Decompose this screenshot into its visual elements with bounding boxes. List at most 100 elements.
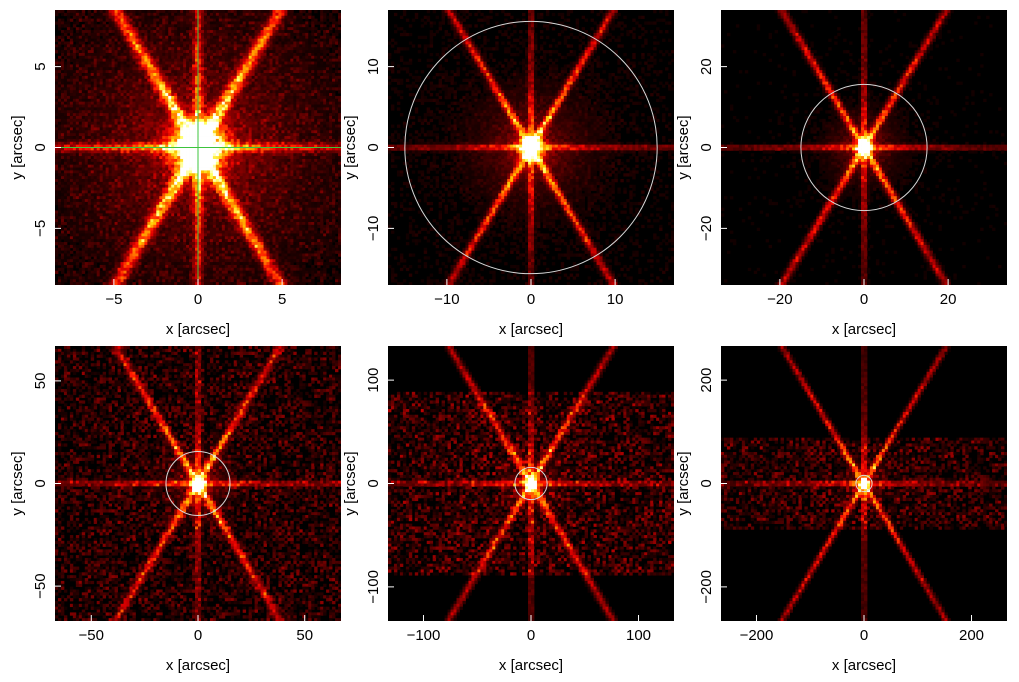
heatmap-cell: [189, 35, 193, 40]
heatmap-cell: [75, 113, 80, 117]
heatmap-cell: [218, 15, 223, 19]
heatmap-cell: [150, 95, 154, 100]
heatmap-cell: [272, 41, 276, 45]
heatmap-cell: [69, 153, 74, 157]
heatmap-cell: [165, 32, 169, 37]
heatmap-cell: [305, 64, 309, 68]
heatmap-cell: [266, 118, 270, 123]
heatmap-cell: [278, 95, 282, 100]
heatmap-cell: [183, 124, 187, 128]
heatmap-cell: [144, 18, 148, 22]
heatmap-cell: [242, 136, 247, 140]
heatmap-cell: [203, 93, 208, 97]
heatmap-cell: [275, 150, 279, 154]
heatmap-cell: [299, 136, 303, 140]
heatmap-cell: [132, 93, 136, 97]
heatmap-cell: [218, 67, 223, 71]
heatmap-cell: [338, 156, 341, 160]
heatmap-cell: [200, 101, 205, 105]
heatmap-cell: [260, 10, 264, 14]
heatmap-cell: [189, 110, 193, 114]
heatmap-cell: [180, 150, 184, 154]
heatmap-cell: [206, 38, 211, 42]
heatmap-cell: [293, 156, 297, 160]
heatmap-cell: [102, 38, 107, 42]
heatmap-cell: [257, 52, 261, 57]
heatmap-cell: [326, 30, 330, 34]
heatmap-cell: [284, 32, 288, 37]
heatmap-cell: [99, 52, 104, 57]
heatmap-cell: [177, 118, 181, 123]
heatmap-cell: [281, 158, 285, 163]
heatmap-cell: [156, 98, 160, 103]
heatmap-cell: [57, 147, 62, 151]
heatmap-cell: [117, 38, 121, 42]
heatmap-cell: [60, 144, 65, 148]
heatmap-cell: [299, 84, 303, 88]
heatmap-cell: [257, 141, 261, 146]
heatmap-cell: [162, 30, 166, 34]
heatmap-cell: [126, 147, 130, 151]
heatmap-cell: [335, 141, 339, 146]
heatmap-cell: [332, 136, 336, 140]
heatmap-cell: [239, 113, 244, 117]
heatmap-cell: [195, 78, 199, 83]
heatmap-cell: [150, 156, 154, 160]
heatmap-cell: [144, 27, 148, 31]
heatmap-cell: [156, 144, 160, 148]
heatmap-cell: [78, 118, 83, 123]
heatmap-cell: [132, 90, 136, 94]
heatmap-cell: [326, 153, 330, 157]
heatmap-cell: [84, 113, 89, 117]
heatmap-cell: [99, 44, 104, 48]
heatmap-cell: [293, 136, 297, 140]
heatmap-cell: [192, 84, 196, 88]
heatmap-cell: [284, 121, 288, 125]
heatmap-cell: [326, 50, 330, 54]
heatmap-cell: [257, 118, 261, 123]
heatmap-cell: [224, 44, 229, 48]
heatmap-cell: [93, 153, 98, 157]
heatmap-cell: [293, 21, 297, 25]
heatmap-cell: [60, 67, 65, 71]
heatmap-cell: [117, 136, 121, 140]
heatmap-cell: [96, 64, 101, 68]
heatmap-cell: [102, 141, 107, 146]
heatmap-cell: [314, 147, 318, 151]
heatmap-cell: [215, 153, 220, 157]
heatmap-cell: [75, 136, 80, 140]
heatmap-cell: [78, 38, 83, 42]
heatmap-cell: [111, 64, 115, 68]
heatmap-cell: [165, 84, 169, 88]
heatmap-cell: [102, 124, 107, 128]
heatmap-cell: [153, 10, 157, 14]
heatmap-cell: [180, 24, 184, 28]
heatmap-cell: [320, 101, 324, 105]
heatmap-cell: [84, 156, 89, 160]
heatmap-cell: [275, 58, 279, 62]
heatmap-cell: [126, 121, 130, 125]
heatmap-cell: [284, 38, 288, 42]
heatmap-cell: [272, 158, 276, 163]
heatmap-cell: [203, 12, 208, 17]
heatmap-cell: [254, 136, 258, 140]
heatmap-cell: [245, 73, 250, 77]
heatmap-cell: [239, 47, 244, 51]
heatmap-cell: [272, 113, 276, 117]
heatmap-cell: [212, 15, 217, 19]
heatmap-cell: [215, 15, 220, 19]
heatmap-cell: [260, 156, 264, 160]
heatmap-cell: [108, 81, 113, 85]
heatmap-cell: [293, 133, 297, 137]
heatmap-cell: [227, 67, 232, 71]
heatmap-cell: [123, 84, 127, 88]
heatmap-cell: [117, 98, 121, 103]
heatmap-cell: [242, 141, 247, 146]
heatmap-cell: [269, 84, 273, 88]
heatmap-cell: [284, 95, 288, 100]
heatmap-cell: [200, 15, 205, 19]
heatmap-cell: [114, 30, 118, 34]
heatmap-cell: [245, 156, 250, 160]
heatmap-cell: [317, 158, 321, 163]
heatmap-cell: [55, 38, 59, 42]
